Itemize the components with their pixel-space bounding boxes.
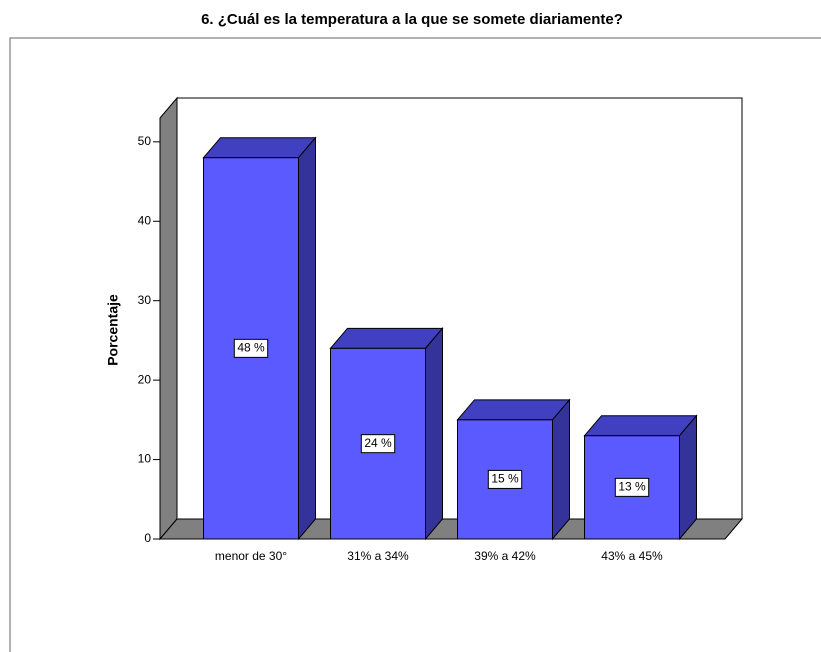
- bar-top: [456, 399, 571, 421]
- x-tick-label: 43% a 45%: [601, 549, 663, 563]
- bar-side: [425, 326, 443, 541]
- value-label-box: [360, 434, 396, 454]
- bar-side: [298, 136, 316, 541]
- y-tick-label: 0: [144, 531, 151, 545]
- bar-side: [679, 414, 697, 541]
- y-tick-label: 30: [138, 293, 152, 307]
- x-tick-label: 39% a 42%: [474, 549, 536, 563]
- frame: [9, 37, 821, 652]
- value-label-box: [614, 477, 650, 497]
- bar-top: [202, 137, 317, 159]
- value-label: 15 %: [491, 472, 519, 486]
- bar-top: [329, 327, 444, 349]
- left-wall: [159, 96, 178, 541]
- chart-title: 6. ¿Cuál es la temperatura a la que se s…: [201, 11, 623, 28]
- value-label: 48 %: [237, 341, 265, 355]
- y-axis-label: Porcentaje: [105, 294, 121, 366]
- bar-side: [552, 398, 570, 541]
- y-tick-label: 20: [138, 372, 152, 386]
- value-label-box: [233, 338, 269, 358]
- value-label: 24 %: [364, 436, 392, 450]
- x-tick-label: 31% a 34%: [347, 549, 409, 563]
- x-tick-label: menor de 30°: [215, 549, 287, 563]
- y-tick-label: 40: [138, 213, 152, 227]
- bar-top: [583, 415, 698, 437]
- value-label: 13 %: [618, 480, 646, 494]
- value-label-box: [487, 469, 523, 489]
- y-tick-label: 10: [138, 452, 152, 466]
- plot: 0 10 20 30 40 50 menor de 30° 48 % 31% a 34% 24 %…: [138, 96, 744, 563]
- y-tick-label: 50: [138, 134, 152, 148]
